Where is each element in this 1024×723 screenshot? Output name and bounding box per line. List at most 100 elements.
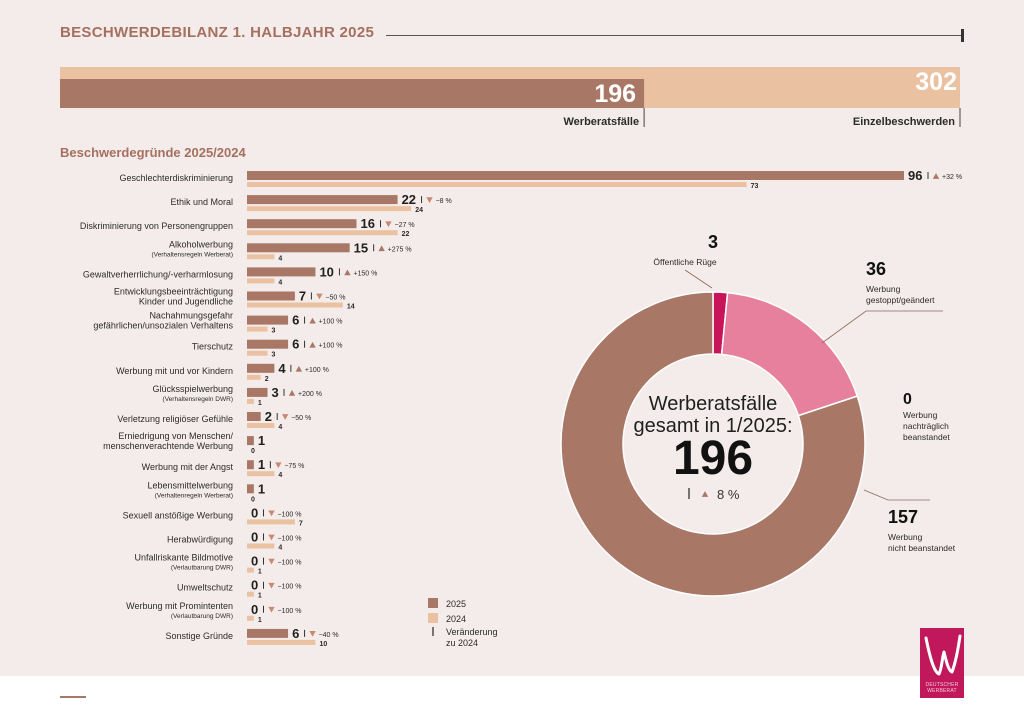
bar-2024 [247,543,275,549]
change-label: +100 % [305,367,329,374]
callout-line-gestoppt [821,310,943,344]
logo-line1: DEUTSCHER [925,682,959,688]
bar-2025 [247,267,316,277]
bar-2025 [247,171,904,180]
legend-label-2025: 2025 [446,599,466,609]
donut-center-line1: Werberatsfälle [649,393,778,415]
change-label: −100 % [278,608,302,615]
category-label: Unfallriskante Bildmotive [134,553,233,563]
callout-value-oeffentliche-ruege: 3 [708,232,718,252]
callout-label-nachtraeglich-line2: nachträglich [903,421,949,431]
change-label: −50 % [291,415,311,422]
logo-line2: WERBERAT [927,688,957,694]
donut-hole [624,355,802,533]
change-label: −40 % [319,632,339,639]
value-2025-label: 1 [258,481,265,496]
bar-2024 [247,471,275,477]
category-label: Entwicklungsbeeinträchtigung [114,287,233,297]
footer-mark [60,696,86,698]
value-2024-label: 24 [415,207,423,214]
value-2024-label: 4 [278,424,282,431]
category-sublabel: (Verhaltensregeln Werberat) [151,251,233,258]
category-sublabel: (Verhaltensregeln DWR) [163,396,233,403]
callout-label-nicht-beanstandet-line2: nicht beanstandet [888,543,956,553]
value-2024-label: 10 [319,641,327,648]
change-label: +150 % [353,270,377,277]
bar-2024 [247,639,316,645]
value-2024-label: 73 [751,183,759,190]
category-label: Alkoholwerbung [169,239,233,249]
change-label: −75 % [284,463,304,470]
change-label: +32 % [942,174,962,181]
total-value-einzelbeschwerden: 302 [915,68,957,96]
value-2024-label: 22 [402,231,410,238]
value-2024-label: 4 [278,279,282,286]
value-2024-label: 0 [251,496,255,503]
value-2024-label: 4 [278,255,282,262]
bar-2024 [247,591,254,597]
change-label: +100 % [319,343,343,350]
value-2025-label: 0 [251,505,258,520]
value-2024-label: 0 [251,448,255,455]
value-2024-label: 3 [272,328,276,335]
category-label-line2: gefährlichen/unsozialen Verhaltens [93,321,233,331]
category-label-line2: menschenverachtende Werbung [103,441,233,451]
callout-value-nachtraeglich: 0 [903,391,912,408]
total-label-einzelbeschwerden: Einzelbeschwerden [853,116,955,128]
change-label: −100 % [278,560,302,567]
callout-label-nicht-beanstandet: Werbung [888,532,923,542]
value-2025-label: 0 [251,578,258,593]
bar-2024 [247,302,343,308]
value-2024-label: 1 [258,593,262,600]
category-label: Tierschutz [192,342,234,352]
value-2025-label: 16 [361,216,375,231]
change-down-icon [268,606,275,613]
category-label: Geschlechterdiskriminierung [119,173,233,183]
bar-2024 [247,278,275,284]
bar-2025 [247,628,289,638]
callout-label-gestoppt-line2: gestoppt/geändert [866,295,935,305]
category-label: Gewaltverherrlichung/-verharmlosung [83,269,233,279]
value-2024-label: 4 [278,472,282,479]
value-2025-label: 0 [251,530,258,545]
change-label: +275 % [388,246,412,253]
value-2024-label: 3 [272,352,276,359]
total-value-werberatsfaelle: 196 [594,80,636,108]
value-2024-label: 1 [258,569,262,576]
change-label: +200 % [298,391,322,398]
category-sublabel: (Verlautbarung DWR) [171,565,233,572]
bar-2025 [247,291,295,301]
bar-2024 [247,519,295,525]
legend-label-change-line2: zu 2024 [446,638,478,648]
change-up-icon [378,245,385,252]
category-label: Herabwürdigung [167,535,233,545]
change-up-icon [309,341,316,348]
donut-center-line2: gesamt in 1/2025: [634,415,793,437]
donut-center-value: 196 [673,432,753,485]
category-label-line2: Kinder und Jugendliche [139,297,233,307]
change-down-icon [426,197,433,203]
value-2025-label: 10 [319,264,333,279]
bar-chart-title: Beschwerdegründe 2025/2024 [60,145,246,160]
bar-2024 [247,206,412,212]
change-up-icon [288,390,296,396]
change-label: −100 % [278,511,302,518]
category-label: Nachahmungsgefahr [149,311,233,321]
bar-2024 [247,254,275,260]
value-2024-label: 4 [278,545,282,552]
title-rule [386,35,962,36]
bar-2024 [247,326,268,332]
change-up-icon [309,317,316,324]
category-label: Ethik und Moral [170,197,233,207]
change-down-icon [275,462,282,469]
bar-2024 [247,350,268,356]
page-title: BESCHWERDEBILANZ 1. HALBJAHR 2025 [60,24,375,41]
bar-2024 [247,374,261,380]
change-down-icon [268,582,275,589]
bar-2024 [247,230,398,236]
change-down-icon [268,510,275,517]
change-label: −50 % [325,295,345,302]
bar-2024 [247,182,747,187]
callout-label-nachtraeglich-line3: beanstandet [903,432,950,442]
